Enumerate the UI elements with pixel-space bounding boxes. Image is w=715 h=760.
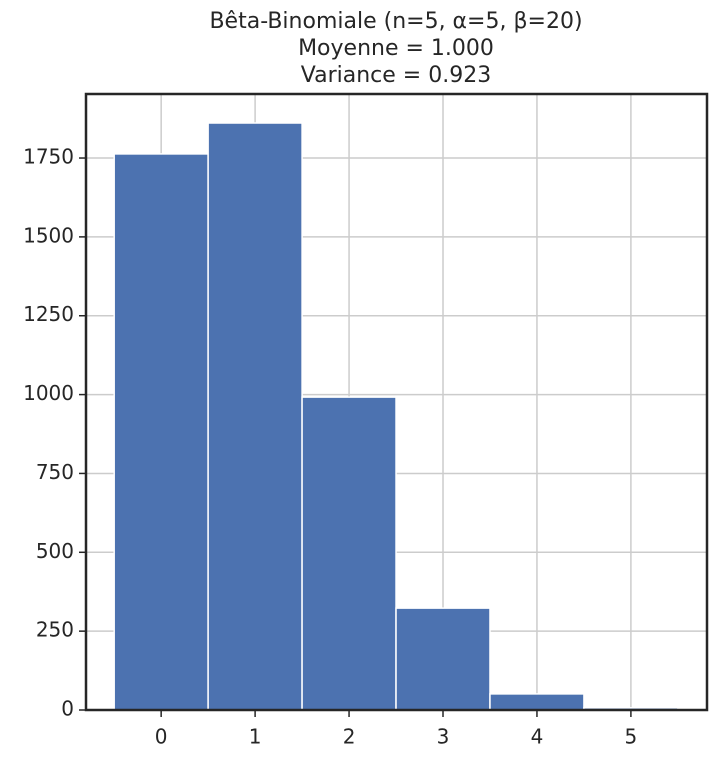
x-tick-label: 1 — [249, 725, 262, 749]
chart-subtitle: Moyenne = 1.000 — [298, 36, 494, 61]
x-tick-label: 5 — [625, 725, 638, 749]
y-tick-label: 750 — [36, 460, 74, 484]
x-tick-label: 2 — [343, 725, 356, 749]
y-tick-label: 1250 — [23, 302, 74, 326]
bar — [301, 396, 397, 711]
y-tick-label: 250 — [36, 618, 74, 642]
x-tick-label: 3 — [437, 725, 450, 749]
y-tick-label: 1750 — [23, 145, 74, 169]
plot-frame — [84, 92, 709, 712]
bar — [207, 122, 303, 711]
chart-title: Bêta-Binomiale (n=5, α=5, β=20) — [209, 9, 582, 34]
x-tick-label: 4 — [531, 725, 544, 749]
y-tick-label: 500 — [36, 539, 74, 563]
chart-subtitle: Variance = 0.923 — [301, 63, 491, 88]
bar — [489, 693, 585, 711]
y-tick-label: 1500 — [23, 223, 74, 247]
bar — [395, 607, 491, 711]
bar — [113, 153, 209, 711]
y-tick-label: 1000 — [23, 381, 74, 405]
y-tick-label: 0 — [61, 697, 74, 721]
x-tick-label: 0 — [155, 725, 168, 749]
